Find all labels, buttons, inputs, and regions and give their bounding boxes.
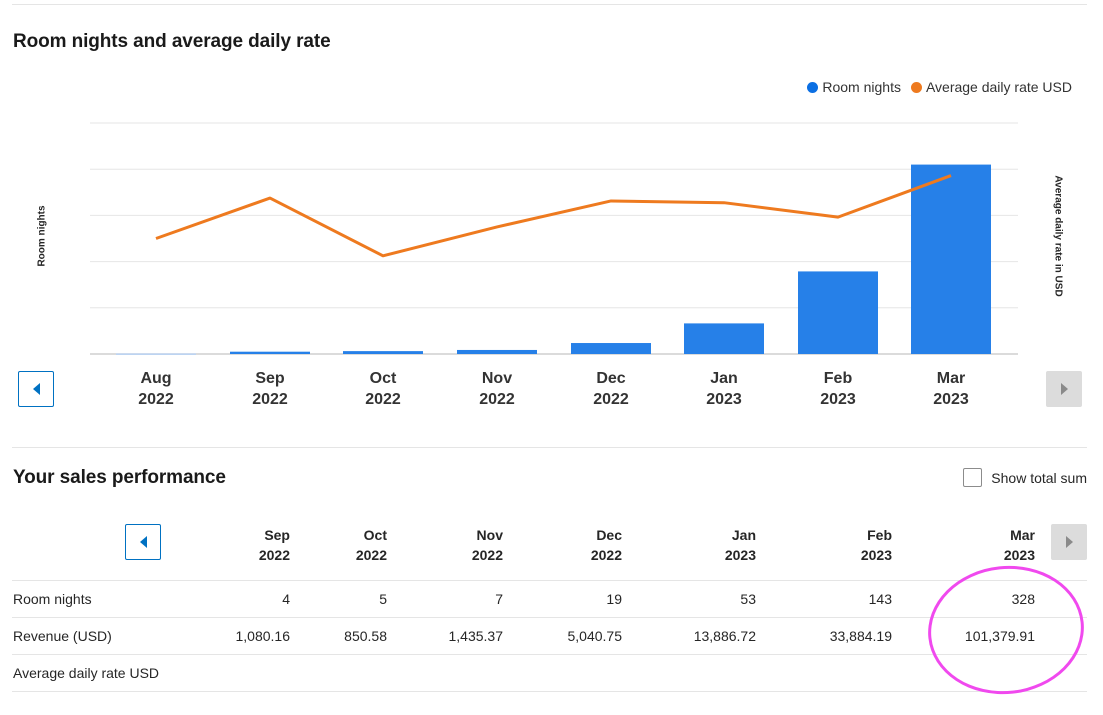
section-divider — [12, 447, 1087, 448]
column-header-month: Oct — [363, 527, 387, 543]
show-total-sum-checkbox[interactable] — [963, 468, 983, 487]
row-label: Average daily rate USD — [13, 665, 160, 681]
column-header-year: 2022 — [471, 547, 503, 563]
x-tick-label: Feb 2023 — [820, 370, 856, 408]
column-header-jan: Jan 2023 — [666, 525, 756, 565]
x-tick-label: Aug 2022 — [138, 370, 174, 408]
table-cell: 33,884.19 — [829, 628, 892, 644]
chart-x-labels: Aug 2022 Sep 2022 Oct 2022 Nov 2022 Dec 2022 Jan 20… — [138, 370, 969, 408]
column-header-oct: Oct 2022 — [297, 525, 387, 565]
chart-bars — [116, 164, 991, 355]
show-total-sum-label: Show total sum — [991, 469, 1087, 486]
bar-room-nights-oct[interactable] — [343, 351, 423, 354]
table-row-divider — [12, 691, 1087, 692]
legend-dot-room-nights — [807, 81, 819, 93]
row-label: Revenue (USD) — [13, 628, 112, 644]
table-row-divider — [12, 654, 1087, 655]
column-header-year: 2023 — [860, 547, 892, 563]
table-cell: 7 — [495, 591, 503, 607]
column-header-month: Mar — [1010, 527, 1035, 543]
legend-dot-average-daily-rate — [910, 81, 922, 93]
bar-room-nights-jan[interactable] — [684, 323, 764, 354]
x-tick-label: Sep 2022 — [252, 370, 288, 408]
column-header-sep: Sep 2022 — [200, 525, 290, 565]
line-average-daily-rate[interactable] — [155, 174, 952, 258]
table-cell: 143 — [868, 591, 892, 607]
bar-room-nights-aug[interactable] — [116, 353, 196, 355]
table-cell: 101,379.91 — [964, 628, 1035, 644]
column-header-year: 2022 — [590, 547, 622, 563]
chart-line — [155, 174, 952, 258]
table-prev-button[interactable] — [125, 524, 161, 560]
table-cell: 5 — [379, 591, 387, 607]
table-next-button[interactable] — [1051, 524, 1087, 560]
column-header-month: Dec — [596, 527, 622, 543]
chevron-left-icon — [139, 536, 147, 548]
column-header-year: 2023 — [724, 547, 756, 563]
table-cell: 850.58 — [344, 628, 387, 644]
column-header-dec: Dec 2022 — [532, 525, 622, 565]
sales-performance-title: Your sales performance — [13, 467, 226, 488]
column-header-mar: Mar 2023 — [945, 525, 1035, 565]
column-header-year: 2023 — [1003, 547, 1035, 563]
bar-room-nights-mar[interactable] — [911, 164, 991, 354]
column-header-year: 2022 — [258, 547, 290, 563]
chevron-left-icon — [32, 383, 40, 395]
table-cell: 19 — [606, 591, 622, 607]
combo-chart: Aug 2022 Sep 2022 Oct 2022 Nov 2022 Dec 2022 Jan 20… — [90, 122, 1018, 408]
chart-gridlines — [90, 122, 1018, 355]
bar-room-nights-dec[interactable] — [571, 343, 651, 354]
legend-item-room-nights[interactable]: Room nights — [807, 79, 901, 95]
legend-label-average-daily-rate: Average daily rate USD — [925, 79, 1072, 95]
show-total-sum-toggle[interactable]: Show total sum — [963, 468, 1087, 487]
chevron-right-icon — [1060, 383, 1068, 395]
x-tick-label: Jan 2023 — [706, 370, 742, 408]
x-tick-label: Oct 2022 — [365, 370, 401, 408]
x-tick-label: Dec 2022 — [593, 370, 629, 408]
table-cell: 53 — [740, 591, 756, 607]
row-label: Room nights — [13, 591, 92, 607]
x-tick-label: Nov 2022 — [479, 370, 515, 408]
table-cell: 13,886.72 — [693, 628, 756, 644]
legend-label-room-nights: Room nights — [822, 79, 901, 95]
table-cell: 1,435.37 — [448, 628, 504, 644]
chart-prev-button[interactable] — [18, 371, 54, 407]
table-cell: 328 — [1011, 591, 1035, 607]
column-header-month: Nov — [476, 527, 503, 543]
top-divider — [12, 4, 1087, 5]
column-header-month: Sep — [264, 527, 290, 543]
bar-room-nights-sep[interactable] — [230, 351, 310, 354]
table-cell: 1,080.16 — [235, 628, 291, 644]
chart-legend: Room nights Average daily rate USD — [797, 79, 1072, 95]
table-cell: 4 — [282, 591, 290, 607]
bar-room-nights-nov[interactable] — [457, 349, 537, 354]
legend-item-average-daily-rate[interactable]: Average daily rate USD — [910, 79, 1072, 95]
column-header-year: 2022 — [355, 547, 387, 563]
column-header-month: Jan — [731, 527, 756, 543]
chart-title: Room nights and average daily rate — [13, 31, 331, 52]
table-cell: 5,040.75 — [567, 628, 623, 644]
chevron-right-icon — [1065, 536, 1073, 548]
table-row-divider — [12, 617, 1087, 618]
bar-room-nights-feb[interactable] — [798, 271, 878, 354]
column-header-feb: Feb 2023 — [802, 525, 892, 565]
x-tick-label: Mar 2023 — [933, 370, 969, 408]
chart-next-button[interactable] — [1046, 371, 1082, 407]
column-header-nov: Nov 2022 — [413, 525, 503, 565]
table-row-divider — [12, 580, 1087, 581]
column-header-month: Feb — [867, 527, 892, 543]
